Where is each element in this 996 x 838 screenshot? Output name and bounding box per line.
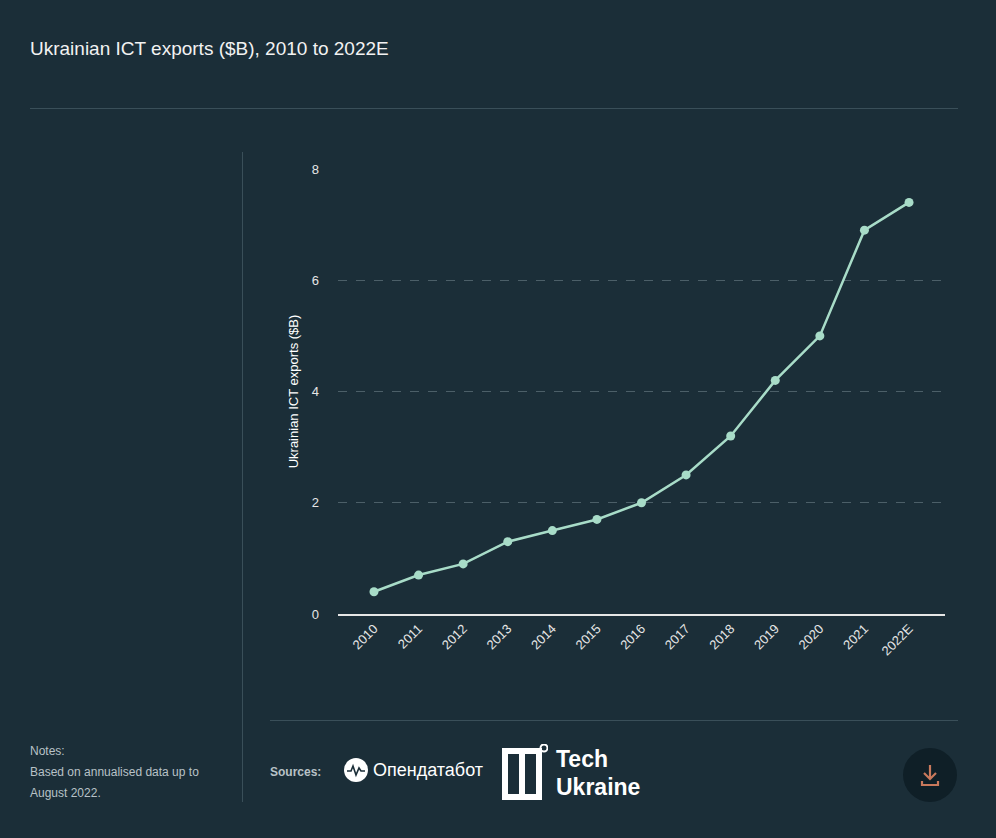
- svg-text:2010: 2010: [350, 621, 381, 652]
- svg-text:2015: 2015: [573, 621, 604, 652]
- html-text:Ukrainian ICT exports ($B), 20: Ukrainian ICT exports ($B), 2010 to 2022…: [30, 38, 389, 59]
- html-text:Опендатабот: Опендатабот: [373, 759, 483, 780]
- svg-text:2021: 2021: [840, 621, 871, 652]
- html-text:Based on annualised data up to: Based on annualised data up to August 20…: [30, 765, 199, 800]
- html-text:Sources:: Sources:: [270, 765, 322, 779]
- html-text:Tech Ukraine: Tech Ukraine: [556, 746, 641, 800]
- html-text:Notes:: Notes:: [30, 744, 65, 758]
- svg-text:Ukrainian ICT exports ($B): Ukrainian ICT exports ($B): [286, 315, 301, 469]
- svg-text:8: 8: [312, 162, 319, 177]
- svg-text:2018: 2018: [706, 621, 737, 652]
- svg-text:2011: 2011: [395, 621, 425, 651]
- svg-text:6: 6: [312, 273, 319, 288]
- svg-text:2022E: 2022E: [879, 621, 916, 658]
- svg-text:2012: 2012: [439, 621, 470, 652]
- svg-text:2017: 2017: [662, 621, 693, 652]
- svg-text:2: 2: [312, 495, 319, 510]
- svg-text:0: 0: [312, 607, 319, 622]
- svg-text:2019: 2019: [751, 621, 782, 652]
- svg-text:2016: 2016: [617, 621, 648, 652]
- svg-text:2014: 2014: [528, 621, 559, 652]
- svg-text:2013: 2013: [483, 621, 514, 652]
- svg-text:4: 4: [312, 384, 319, 399]
- svg-text:2020: 2020: [796, 621, 827, 652]
